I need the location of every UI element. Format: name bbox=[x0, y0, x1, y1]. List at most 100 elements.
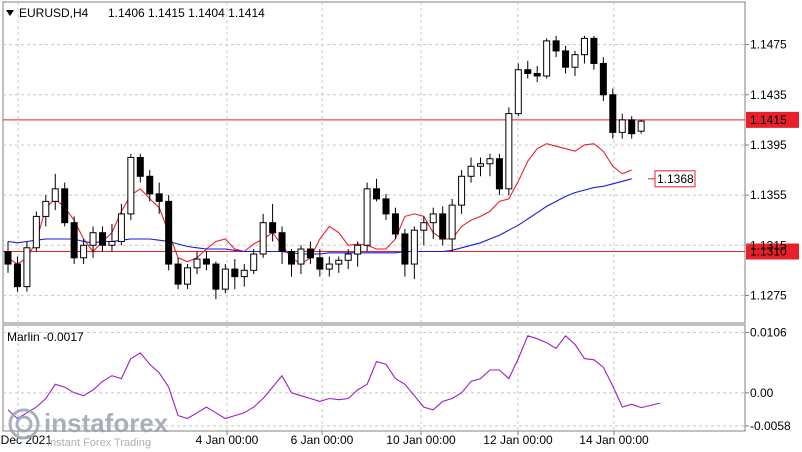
indicator-tick-label: 0.0106 bbox=[750, 325, 787, 339]
bullish-candle bbox=[618, 119, 626, 133]
bullish-candle bbox=[325, 263, 333, 270]
bullish-candle bbox=[448, 204, 456, 240]
indicator-panel bbox=[2, 324, 746, 432]
bullish-candle bbox=[344, 253, 352, 261]
indicator-axis: 0.0106 0.00 -0.0058 bbox=[745, 325, 791, 433]
bullish-candle bbox=[32, 215, 40, 249]
bearish-candle bbox=[288, 251, 295, 265]
price-tick-label: 1.1435 bbox=[750, 88, 787, 102]
bullish-candle bbox=[250, 253, 258, 271]
bearish-candle bbox=[495, 158, 503, 190]
price-tick-label: 1.1355 bbox=[750, 188, 787, 202]
time-tick-label: 29 Dec 2021 bbox=[0, 433, 52, 447]
bearish-candle bbox=[609, 94, 617, 133]
time-tick-label: 12 Jan 00:00 bbox=[483, 433, 553, 447]
bearish-candle bbox=[524, 69, 532, 74]
bullish-candle bbox=[193, 258, 201, 269]
time-tick-label: 14 Jan 00:00 bbox=[579, 433, 649, 447]
bullish-candle bbox=[80, 244, 88, 259]
bullish-candle bbox=[514, 69, 522, 115]
bearish-candle bbox=[278, 232, 286, 253]
bearish-candle bbox=[599, 62, 607, 96]
level-price-label: 1.1415 bbox=[750, 113, 787, 127]
bearish-candle bbox=[155, 193, 163, 202]
bullish-candle bbox=[458, 175, 466, 206]
indicator-header: Marlin -0.0017 bbox=[7, 330, 84, 344]
bearish-candle bbox=[174, 263, 182, 285]
bullish-candle bbox=[637, 120, 645, 132]
bearish-candle bbox=[13, 263, 21, 288]
bearish-candle bbox=[4, 251, 12, 265]
candles bbox=[4, 35, 645, 300]
bullish-candle bbox=[23, 247, 31, 288]
horizontal-levels: 1.1415 1.1310 bbox=[3, 111, 799, 260]
bearish-candle bbox=[316, 257, 324, 270]
bearish-candle bbox=[401, 233, 409, 265]
bullish-candle bbox=[127, 156, 135, 215]
bearish-candle bbox=[306, 248, 314, 259]
bullish-candle bbox=[259, 222, 267, 255]
bullish-candle bbox=[42, 200, 50, 217]
bullish-candle bbox=[184, 267, 192, 285]
indicator-tick-label: -0.0058 bbox=[750, 419, 791, 433]
bearish-candle bbox=[590, 37, 598, 64]
instaforex-logo: instaforex Instant Forex Trading bbox=[8, 408, 169, 449]
bullish-candle bbox=[117, 213, 125, 242]
time-tick-label: 10 Jan 00:00 bbox=[386, 433, 456, 447]
price-axis: 1.1475 1.1435 1.1395 1.1355 1.1315 1.1275 bbox=[745, 38, 787, 302]
time-tick-label: 6 Jan 00:00 bbox=[291, 433, 354, 447]
bearish-candle bbox=[562, 50, 570, 68]
level-price-label: 1.1310 bbox=[750, 245, 787, 259]
oscillator-line bbox=[7, 334, 661, 420]
symbol-header: EURUSD,H4 bbox=[19, 6, 89, 20]
level-price-tag bbox=[746, 111, 799, 128]
indicator-tick-label: 0.00 bbox=[750, 386, 774, 400]
bullish-candle bbox=[580, 37, 588, 56]
bearish-candle bbox=[202, 258, 210, 265]
bearish-candle bbox=[165, 200, 173, 265]
collapse-triangle-icon[interactable] bbox=[6, 10, 14, 16]
bearish-candle bbox=[231, 268, 239, 278]
price-tick-label: 1.1315 bbox=[750, 238, 787, 252]
bullish-candle bbox=[240, 269, 248, 278]
bullish-candle bbox=[486, 158, 494, 165]
bullish-candle bbox=[467, 165, 475, 177]
bearish-candle bbox=[146, 175, 154, 195]
main-panel bbox=[2, 1, 746, 324]
bearish-candle bbox=[439, 213, 447, 240]
bullish-candle bbox=[571, 54, 579, 68]
level-price-tag bbox=[746, 243, 799, 260]
bullish-candle bbox=[297, 248, 305, 265]
bullish-candle bbox=[429, 213, 437, 224]
bearish-candle bbox=[382, 198, 390, 215]
ohlc-header: 1.1406 1.1415 1.1404 1.1414 bbox=[108, 6, 265, 20]
bearish-candle bbox=[391, 213, 399, 235]
bearish-candle bbox=[269, 222, 277, 234]
bullish-candle bbox=[221, 268, 229, 290]
bearish-candle bbox=[61, 188, 69, 224]
bearish-candle bbox=[373, 188, 381, 200]
bearish-candle bbox=[212, 263, 220, 290]
bearish-candle bbox=[552, 40, 560, 52]
time-axis: 29 Dec 2021 4 Jan 00:00 6 Jan 00:00 10 Jan … bbox=[0, 431, 649, 447]
bullish-candle bbox=[108, 240, 116, 246]
bullish-candle bbox=[89, 232, 97, 246]
grid bbox=[3, 2, 745, 431]
price-tick-label: 1.1275 bbox=[750, 288, 787, 302]
bullish-candle bbox=[354, 244, 362, 255]
price-tick-label: 1.1395 bbox=[750, 138, 787, 152]
bullish-candle bbox=[543, 40, 551, 77]
bearish-candle bbox=[533, 72, 541, 77]
ma-value-tag bbox=[654, 170, 696, 188]
bullish-candle bbox=[410, 229, 418, 265]
bearish-candle bbox=[136, 156, 144, 177]
bullish-candle bbox=[363, 188, 371, 246]
ma-value-label: 1.1368 bbox=[657, 172, 694, 186]
watermark-brand: instaforex bbox=[44, 408, 169, 438]
bearish-candle bbox=[70, 222, 78, 259]
marlin-oscillator-line bbox=[7, 334, 661, 420]
bearish-candle bbox=[99, 232, 106, 246]
bullish-candle bbox=[505, 113, 513, 190]
bearish-candle bbox=[628, 119, 636, 135]
